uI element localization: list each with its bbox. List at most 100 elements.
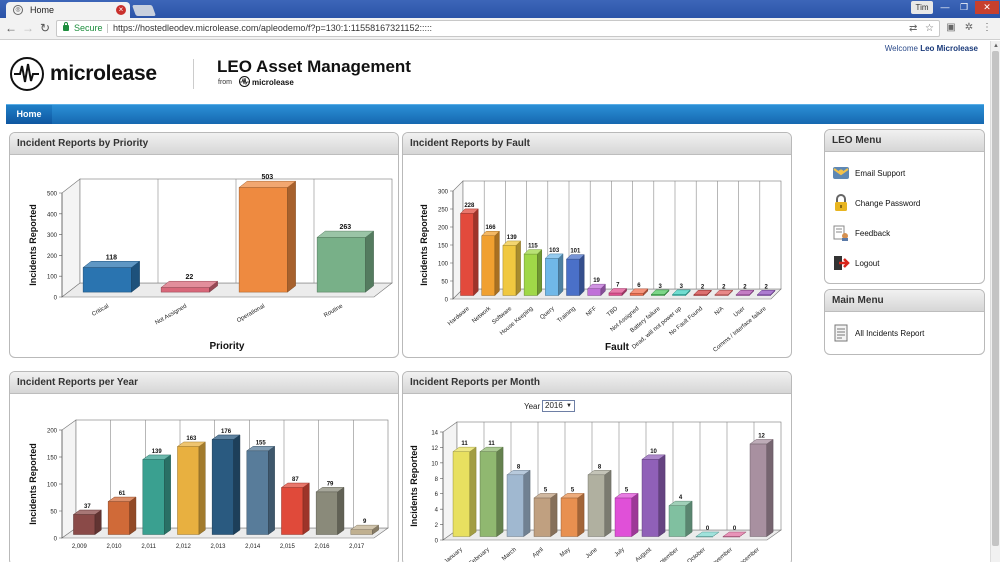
browser-toolbar: ← → ↻ Secure https://hostedleodev.microl… [0, 18, 1000, 40]
leo-menu-title: LEO Menu [825, 130, 984, 152]
bar-front[interactable] [82, 267, 132, 293]
bar-front[interactable] [523, 253, 538, 296]
url-text[interactable]: https://hostedleodev.microlease.com/aple… [113, 23, 432, 33]
menu-item-email-support[interactable]: Email Support [832, 164, 982, 184]
bar-front[interactable] [481, 235, 496, 296]
menu-item-feedback[interactable]: Feedback [832, 224, 982, 244]
new-tab-button[interactable] [131, 5, 157, 16]
bar-front[interactable] [73, 514, 96, 535]
bar-front[interactable] [587, 288, 602, 296]
bar-top [211, 434, 241, 440]
bar-front[interactable] [281, 487, 304, 535]
bar-front[interactable] [316, 237, 366, 293]
extension-icon[interactable]: ▣ [946, 22, 956, 33]
menu-item-all-incidents-report[interactable]: All Incidents Report [832, 324, 982, 344]
x-tick-label: September [653, 547, 679, 562]
back-icon[interactable]: ← [5, 21, 17, 35]
scroll-up-icon[interactable]: ▲ [993, 43, 999, 49]
x-tick-label: January [444, 547, 464, 562]
profile-button[interactable]: Tim [911, 1, 933, 14]
bar-front[interactable] [238, 187, 288, 293]
bar-front[interactable] [587, 474, 606, 537]
bar-front[interactable] [668, 505, 687, 537]
bar-front[interactable] [211, 439, 234, 535]
menu-label: Change Password [855, 199, 921, 208]
bar-top [481, 230, 500, 236]
extension-puzzle-icon[interactable]: ✲ [964, 22, 974, 33]
secure-label: Secure [74, 23, 103, 33]
bar-front[interactable] [142, 459, 165, 535]
page-scrollbar[interactable]: ▲ [990, 41, 1000, 562]
bar-front[interactable] [350, 529, 373, 535]
year-select[interactable]: 2016 ▼ [542, 400, 575, 412]
nav-home-tab[interactable]: Home [6, 105, 52, 124]
bar-front[interactable] [506, 474, 525, 537]
y-tick-label: 250 [438, 208, 449, 214]
logout-icon [832, 254, 850, 272]
bar-side [766, 438, 774, 537]
menu-item-logout[interactable]: Logout [832, 254, 982, 274]
bar-front[interactable] [160, 287, 210, 293]
bar-top [107, 496, 137, 502]
address-bar[interactable]: Secure https://hostedleodev.microlease.c… [56, 20, 940, 37]
bar-top [608, 288, 628, 294]
x-tick-label: 2,013 [210, 544, 226, 550]
microlease-logo[interactable]: microlease [10, 57, 170, 91]
browser-tab-home[interactable]: ◎ Home × [6, 2, 130, 18]
bookmark-star-icon[interactable]: ☆ [925, 23, 934, 34]
menu-item-change-password[interactable]: Change Password [832, 194, 982, 214]
bar-front[interactable] [560, 497, 579, 537]
bar-front[interactable] [315, 491, 338, 535]
bar-front[interactable] [533, 497, 552, 537]
bar-front[interactable] [641, 459, 660, 537]
forward-icon[interactable]: → [22, 21, 34, 35]
main-menu-panel: Main Menu All Incidents Report [824, 289, 985, 355]
bar-front[interactable] [629, 293, 644, 296]
scrollbar-thumb[interactable] [992, 51, 999, 546]
panel-month: Incident Reports per Month Year 2016 ▼ 0… [402, 371, 792, 562]
bar-front[interactable] [479, 451, 498, 537]
x-tick-label: Hardware [447, 306, 471, 328]
data-label: 87 [292, 477, 299, 483]
bar-side [494, 230, 500, 297]
data-label: 2 [764, 284, 768, 290]
window-close-icon[interactable]: ✕ [975, 1, 999, 14]
bar-top [350, 524, 380, 530]
reload-icon[interactable]: ↻ [39, 21, 51, 35]
welcome-user[interactable]: Leo Microlease [920, 44, 978, 53]
bar-top [502, 240, 522, 246]
bar-side [604, 469, 612, 537]
from-brand: microlease [252, 78, 294, 87]
bar-front[interactable] [608, 292, 623, 296]
bar-front[interactable] [566, 258, 580, 296]
x-tick-label: April [532, 547, 545, 559]
bar-front[interactable] [614, 497, 633, 537]
data-label: 7 [616, 282, 620, 288]
y-tick-label: 4 [435, 508, 439, 514]
bar-front[interactable] [502, 245, 517, 296]
bar-front[interactable] [749, 443, 768, 537]
bar-front[interactable] [177, 446, 200, 535]
bar-front[interactable] [107, 501, 130, 535]
x-tick-label: May [559, 547, 572, 559]
y-tick-label: 300 [438, 190, 449, 196]
bar-front[interactable] [246, 450, 269, 535]
data-label: 6 [637, 283, 641, 289]
bar-top [544, 253, 564, 259]
bar-top [176, 441, 207, 447]
leo-menu-panel: LEO Menu Email Support Change Password F… [824, 129, 985, 284]
bar-front[interactable] [460, 213, 474, 296]
translate-icon[interactable]: ⇄ [909, 23, 918, 34]
x-tick-label: Query [539, 306, 555, 321]
bar-front[interactable] [545, 258, 559, 296]
browser-menu-icon[interactable]: ⋮ [982, 22, 992, 33]
maximize-icon[interactable]: ❐ [959, 2, 969, 12]
bar-front[interactable] [452, 451, 471, 537]
minimize-icon[interactable]: — [940, 2, 950, 12]
bar-top [72, 509, 103, 515]
side-wall [61, 178, 81, 298]
data-label: 12 [758, 433, 765, 439]
tab-close-icon[interactable]: × [116, 5, 126, 15]
bar-top [479, 446, 504, 452]
y-tick-label: 200 [47, 254, 58, 260]
